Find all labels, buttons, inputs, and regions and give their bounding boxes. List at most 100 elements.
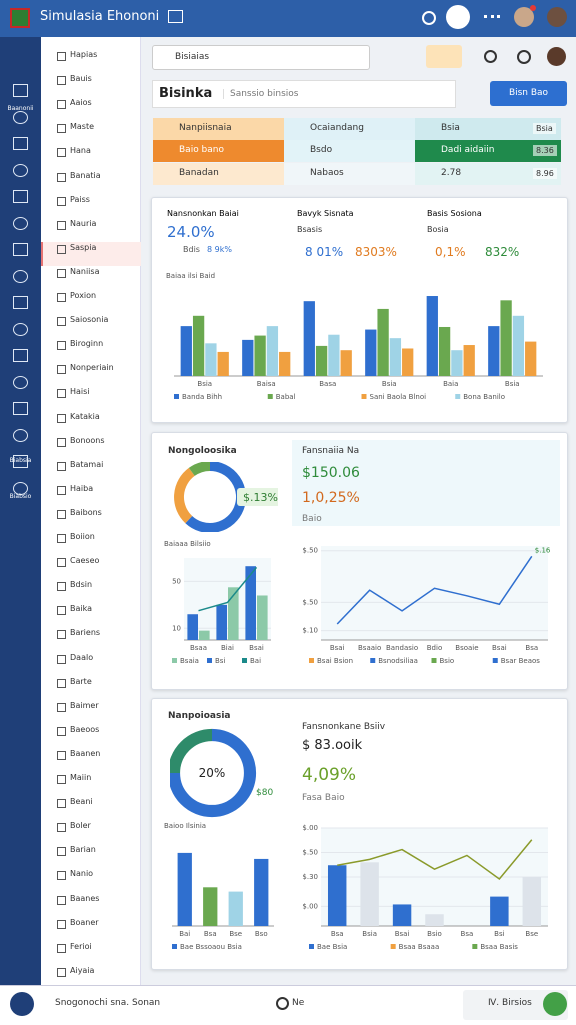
legend-label: Banda Bihh [182, 393, 222, 401]
fab[interactable] [543, 992, 567, 1016]
help-button[interactable] [10, 992, 34, 1016]
logo[interactable] [10, 8, 30, 28]
donut-chart: 20% $80 [170, 728, 273, 818]
nav-icon[interactable] [13, 110, 28, 124]
nav-item[interactable]: Nanio [70, 869, 94, 879]
tile[interactable]: Baio bano [153, 140, 284, 163]
x-tick-label: Biai [221, 644, 234, 652]
legend-swatch [431, 658, 437, 663]
nav-item[interactable]: Saiosonia [70, 315, 109, 325]
nav-item[interactable]: Haiba [70, 483, 94, 493]
nav-icon [57, 341, 66, 351]
footer-text[interactable]: Ne [292, 998, 305, 1008]
tile[interactable]: Banadan [153, 162, 284, 185]
avatar[interactable] [547, 47, 566, 66]
nav-item[interactable]: Baibons [70, 507, 102, 517]
x-tick-label: Bsa [331, 930, 344, 938]
nav-item[interactable]: Aiyaia [70, 965, 95, 975]
nav-icon[interactable] [13, 269, 28, 283]
nav-item[interactable]: Caeseo [70, 556, 100, 566]
nav-icon[interactable] [13, 190, 28, 203]
x-tick-label: Bsa [204, 930, 217, 938]
card-title: Nanpoioasia [168, 711, 231, 721]
nav-item[interactable]: Katakia [70, 411, 100, 421]
nav-item[interactable]: Maiin [70, 773, 92, 782]
bar [425, 914, 444, 926]
tile[interactable]: Ocaiandang [284, 118, 415, 140]
primary-button[interactable]: Bisn Bao [490, 81, 567, 106]
toolbar-button[interactable] [426, 45, 462, 68]
nav-icon[interactable] [13, 243, 28, 256]
more-icon[interactable] [484, 15, 500, 21]
nav-item[interactable]: Barian [70, 845, 96, 855]
nav-item[interactable]: Baika [70, 604, 93, 614]
nav-item[interactable]: Hapias [70, 50, 98, 59]
nav-icon[interactable] [13, 481, 28, 495]
nav-item[interactable]: Maste [70, 122, 95, 132]
nav-icon[interactable] [13, 375, 28, 389]
nav-icon[interactable] [13, 455, 28, 468]
nav-item[interactable]: Banatia [70, 170, 101, 180]
search-box[interactable]: Bisiaias [152, 45, 370, 70]
nav-item[interactable]: Poxion [70, 291, 97, 300]
nav-item[interactable]: Boiion [70, 532, 95, 541]
nav-item[interactable]: Ferioi [70, 941, 92, 951]
nav-item[interactable]: Baeoos [70, 724, 100, 734]
nav-item[interactable]: Boaner [70, 917, 99, 927]
action-button[interactable] [446, 5, 470, 29]
stat-value: $ 83.ooik [302, 738, 363, 753]
tile[interactable]: Bsdo [284, 140, 415, 163]
nav-item[interactable]: Haisi [70, 387, 90, 397]
nav-item[interactable]: Baanes [70, 893, 100, 903]
nav-item[interactable]: Nauria [70, 218, 97, 228]
nav-icon[interactable] [13, 349, 28, 362]
bar [340, 350, 352, 376]
tile[interactable]: Bsia [415, 118, 561, 140]
nav-icon[interactable] [13, 322, 28, 336]
nav-item[interactable]: Paiss [70, 194, 90, 204]
nav-item[interactable]: Bariens [70, 628, 101, 638]
nav-icon[interactable] [13, 137, 28, 150]
icon[interactable] [168, 10, 183, 23]
nav-item[interactable]: Daalo [70, 652, 94, 662]
tile[interactable]: 2.78 [415, 162, 561, 185]
nav-item[interactable]: Aaios [70, 98, 92, 108]
bar [217, 351, 229, 376]
tile[interactable]: Nabaos [284, 162, 415, 185]
nav-item[interactable]: Nonperiain [70, 363, 114, 373]
clock-icon[interactable] [517, 50, 531, 64]
nav-item[interactable]: Beani [70, 797, 93, 807]
nav-item[interactable]: Biroginn [70, 339, 104, 349]
nav-icon[interactable] [13, 163, 28, 177]
nav-icon[interactable] [13, 428, 28, 442]
tile[interactable]: Dadi aidaiin [415, 140, 561, 163]
nav-item[interactable]: Bdsin [70, 580, 93, 590]
legend-label: Sani Baola Blnoi [370, 393, 427, 401]
input[interactable]: Sanssio binsios [223, 89, 298, 99]
nav-item[interactable]: Bauis [70, 74, 92, 84]
badge [530, 5, 536, 11]
nav-item[interactable]: Baimer [70, 700, 99, 710]
nav-item[interactable]: Naniisa [70, 266, 100, 276]
avatar[interactable] [514, 7, 534, 27]
search-icon[interactable] [484, 50, 497, 63]
nav-icon[interactable] [13, 402, 28, 415]
nav-item[interactable]: Boler [70, 821, 91, 831]
nav-icon[interactable] [13, 84, 28, 97]
nav-item[interactable]: Batamai [70, 459, 104, 469]
nav-icon [57, 244, 66, 254]
nav-icon[interactable] [13, 296, 28, 309]
avatar[interactable] [547, 7, 567, 27]
user-icon[interactable] [422, 11, 436, 25]
nav-item[interactable]: Bonoons [70, 435, 105, 445]
head-sub: 8 01% [305, 245, 344, 259]
nav-item[interactable]: Hana [70, 146, 91, 156]
legend-label: Bae Bsia [317, 943, 347, 951]
nav-item[interactable]: Barte [70, 676, 92, 686]
tile[interactable]: Nanpiisnaia [153, 118, 284, 140]
legend-label: Bsaa Bsaaa [399, 943, 440, 951]
nav-icon[interactable] [13, 216, 28, 230]
nav-item[interactable]: Baanen [70, 748, 101, 758]
nav-item[interactable]: Saspia [70, 242, 97, 252]
y-tick-label: $.00 [302, 902, 318, 910]
